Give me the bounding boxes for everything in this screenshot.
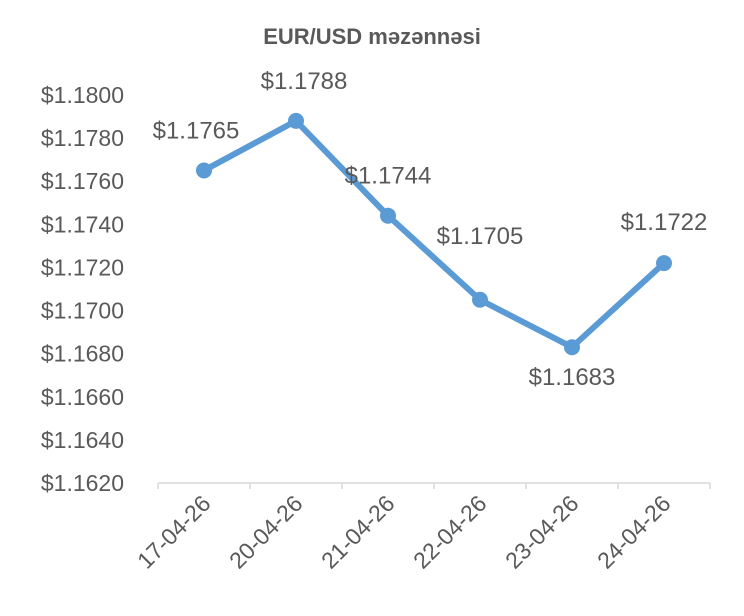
data-point [380,207,396,224]
x-tick-label: 22-04-26 [408,490,491,573]
x-tick-label: 17-04-26 [132,490,215,573]
y-tick-label: $1.1700 [41,298,124,324]
x-tick-label: 20-04-26 [224,490,307,573]
y-axis: $1.1620 $1.1640 $1.1660 $1.1680 $1.1700 $1.17… [41,82,124,496]
data-point [564,339,580,356]
x-tick-label: 21-04-26 [316,490,399,573]
y-tick-label: $1.1760 [41,168,124,194]
data-point [196,162,212,179]
data-label: $1.1744 [345,163,432,190]
data-label: $1.1722 [621,209,708,236]
data-label: $1.1683 [529,364,616,391]
y-tick-label: $1.1660 [41,384,124,410]
y-tick-label: $1.1740 [41,211,124,237]
series-group [196,112,672,356]
chart-title: EUR/USD məzənnəsi [263,24,481,49]
x-tick-label: 24-04-26 [592,490,675,573]
data-label: $1.1705 [437,223,524,250]
data-labels: $1.1765 $1.1788 $1.1744 $1.1705 $1.1683 $1.17… [153,68,708,391]
data-point [656,255,672,272]
data-point [472,291,488,308]
y-tick-label: $1.1640 [41,427,124,453]
series-line [201,117,667,351]
y-tick-label: $1.1800 [41,82,124,108]
x-tick-label: 23-04-26 [500,490,583,573]
x-axis: 17-04-26 20-04-26 21-04-26 22-04-26 23-04-26… [132,483,711,574]
data-label: $1.1765 [153,117,240,144]
y-tick-label: $1.1680 [41,341,124,367]
y-tick-label: $1.1620 [41,470,124,496]
data-label: $1.1788 [261,68,348,95]
y-tick-label: $1.1780 [41,125,124,151]
data-point [288,112,304,129]
y-tick-label: $1.1720 [41,254,124,280]
